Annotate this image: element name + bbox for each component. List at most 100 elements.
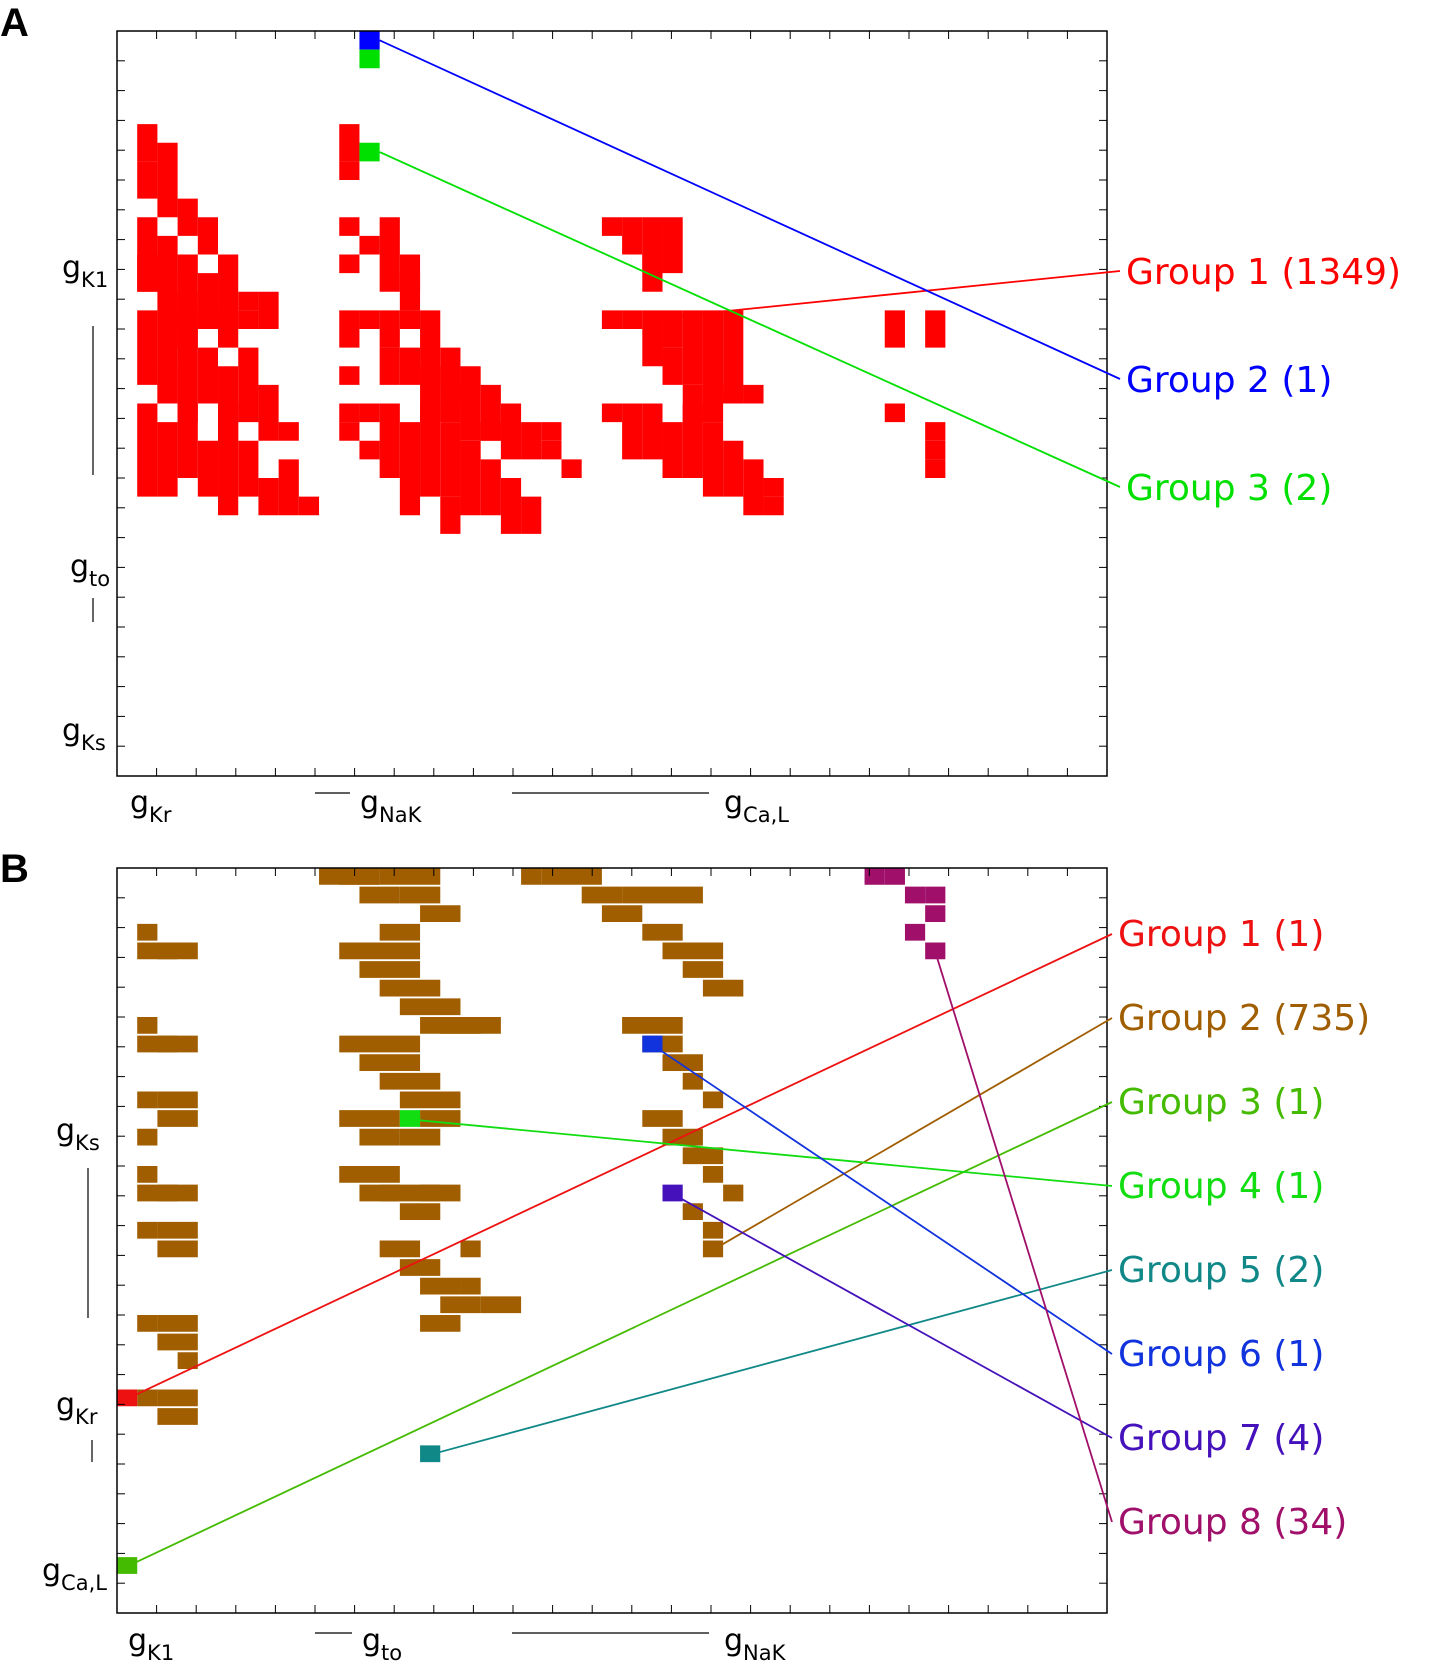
panel-b-x-labels: gK1 gto gNaK [128, 1623, 787, 1665]
panel-b-legend: Group 1 (1) Group 2 (735) Group 3 (1) Gr… [1118, 914, 1370, 1543]
panel-label: B [0, 847, 29, 891]
heatmap-cell-group2 [359, 1054, 421, 1072]
heatmap-cell-group1 [339, 366, 360, 385]
heatmap-cell-group1 [359, 235, 380, 255]
heatmap-cell-group2 [157, 1333, 198, 1351]
heatmap-cell-group1 [743, 459, 764, 516]
heatmap-cell-group2 [642, 1110, 683, 1127]
x-label-gkr: gKr [130, 785, 172, 827]
legend-a-group-3: Group 3 (2) [1126, 468, 1332, 509]
heatmap-cell-group1 [339, 422, 360, 441]
leader-line-a-2 [379, 39, 1121, 380]
heatmap-cell-group1 [339, 329, 360, 348]
heatmap-cell-group8 [884, 868, 905, 885]
y-label-gto: gto [70, 549, 110, 591]
heatmap-cell-group1 [682, 310, 703, 385]
heatmap-cell-group1 [379, 347, 400, 385]
heatmap-cell-group1 [197, 347, 219, 404]
heatmap-cell-group2 [157, 1389, 198, 1407]
heatmap-cell-group1 [662, 310, 683, 348]
heatmap-cell-group8 [904, 923, 926, 941]
heatmap-cell-group1 [137, 254, 158, 292]
heatmap-cell-group1 [197, 217, 219, 255]
heatmap-cell-group2 [339, 942, 421, 960]
leader-line-b-7 [672, 1193, 1113, 1439]
heatmap-cell-group2 [460, 1017, 501, 1034]
legend-a-group-1: Group 1 (1349) [1126, 252, 1401, 293]
heatmap-cell-group1 [723, 384, 744, 404]
panel-b-frame [116, 867, 1108, 1614]
y-label-gks: gKs [56, 1113, 100, 1155]
leader-line-b-4 [409, 1118, 1113, 1187]
heatmap-cell-group1 [157, 142, 178, 180]
heatmap-cell-group1 [642, 254, 663, 292]
panel-b: B gK1 gto gNaK gKs gKr gCa,L Group 1 (1)… [0, 847, 1370, 1665]
heatmap-cell-group2 [359, 31, 380, 50]
heatmap-cell-group1 [723, 440, 744, 497]
heatmap-cell-group1 [399, 310, 421, 329]
heatmap-cell-group4 [399, 1110, 421, 1127]
heatmap-cell-group2 [359, 961, 421, 978]
heatmap-cell-group1 [379, 310, 400, 348]
heatmap-cell-group1 [359, 440, 380, 460]
heatmap-cell-group1 [420, 310, 441, 329]
heatmap-cell-group1 [440, 422, 461, 497]
heatmap-cell-group1 [541, 440, 562, 460]
heatmap-cell-group1 [157, 273, 178, 329]
heatmap-cell-group1 [399, 273, 421, 311]
heatmap-cell-group2 [137, 1389, 158, 1407]
heatmap-cell-group1 [177, 310, 198, 423]
heatmap-cell-group1 [379, 254, 400, 292]
y-label-gcal: gCa,L [42, 1553, 107, 1595]
heatmap-cell-group2 [137, 923, 158, 941]
panel-a-y-labels: gK1 gto gKs [62, 250, 110, 755]
heatmap-cell-group1 [238, 310, 259, 329]
heatmap-cell-group2 [339, 868, 380, 885]
heatmap-cell-group2 [177, 1352, 198, 1370]
heatmap-cell-group1 [359, 403, 380, 423]
heatmap-cell-group8 [904, 886, 926, 904]
heatmap-cell-group2 [480, 1296, 522, 1314]
heatmap-cell-group1 [642, 403, 663, 460]
heatmap-cell-group2 [601, 905, 643, 923]
x-label-gnak: gNaK [724, 1623, 787, 1665]
heatmap-cell-group1 [420, 403, 441, 497]
heatmap-cell-group1 [541, 422, 562, 441]
legend-b-group-6: Group 6 (1) [1118, 1334, 1324, 1375]
heatmap-cell-group1 [379, 403, 400, 478]
heatmap-cell-group3 [359, 142, 380, 162]
heatmap-cell-group1 [197, 440, 219, 497]
heatmap-cell-group1 [197, 273, 219, 329]
heatmap-cell-group2 [521, 868, 542, 885]
heatmap-cell-group1 [218, 422, 239, 516]
heatmap-cell-group1 [642, 310, 663, 367]
x-label-gcal: gCa,L [724, 785, 789, 827]
heatmap-cell-group1 [925, 440, 946, 460]
heatmap-cell-group1 [339, 124, 360, 162]
panel-b-ticks [117, 868, 1107, 1613]
heatmap-cell-group2 [157, 1035, 198, 1053]
heatmap-cell-group1 [440, 496, 461, 534]
heatmap-cell-group1 [500, 403, 522, 460]
leader-line-b-8 [934, 951, 1113, 1523]
heatmap-cell-group1 [258, 291, 279, 329]
heatmap-cell-group1 [925, 459, 946, 478]
heatmap-cell-group2 [137, 1091, 158, 1109]
heatmap-cell-group1 [662, 347, 683, 385]
heatmap-cell-group8 [925, 886, 946, 904]
heatmap-cell-group2 [157, 1091, 198, 1109]
heatmap-cell-group2 [379, 1072, 441, 1090]
heatmap-cell-group2 [561, 868, 602, 885]
heatmap-cell-group1 [622, 310, 643, 329]
heatmap-cell-group2 [662, 942, 724, 960]
heatmap-cell-group2 [137, 1128, 158, 1146]
heatmap-cell-group1 [399, 422, 421, 478]
heatmap-cell-group1 [884, 403, 905, 423]
panel-a-x-labels: gKr gNaK gCa,L [130, 785, 789, 827]
heatmap-cell-group2 [420, 905, 461, 923]
heatmap-cell-group2 [420, 1277, 461, 1295]
panel-a: A gKr gNaK gCa,L gK1 gto gKs Group 1 (13… [0, 1, 1401, 827]
heatmap-cell-group1 [682, 403, 703, 478]
heatmap-cell-group1 [339, 310, 360, 329]
heatmap-cell-group1 [702, 422, 724, 497]
